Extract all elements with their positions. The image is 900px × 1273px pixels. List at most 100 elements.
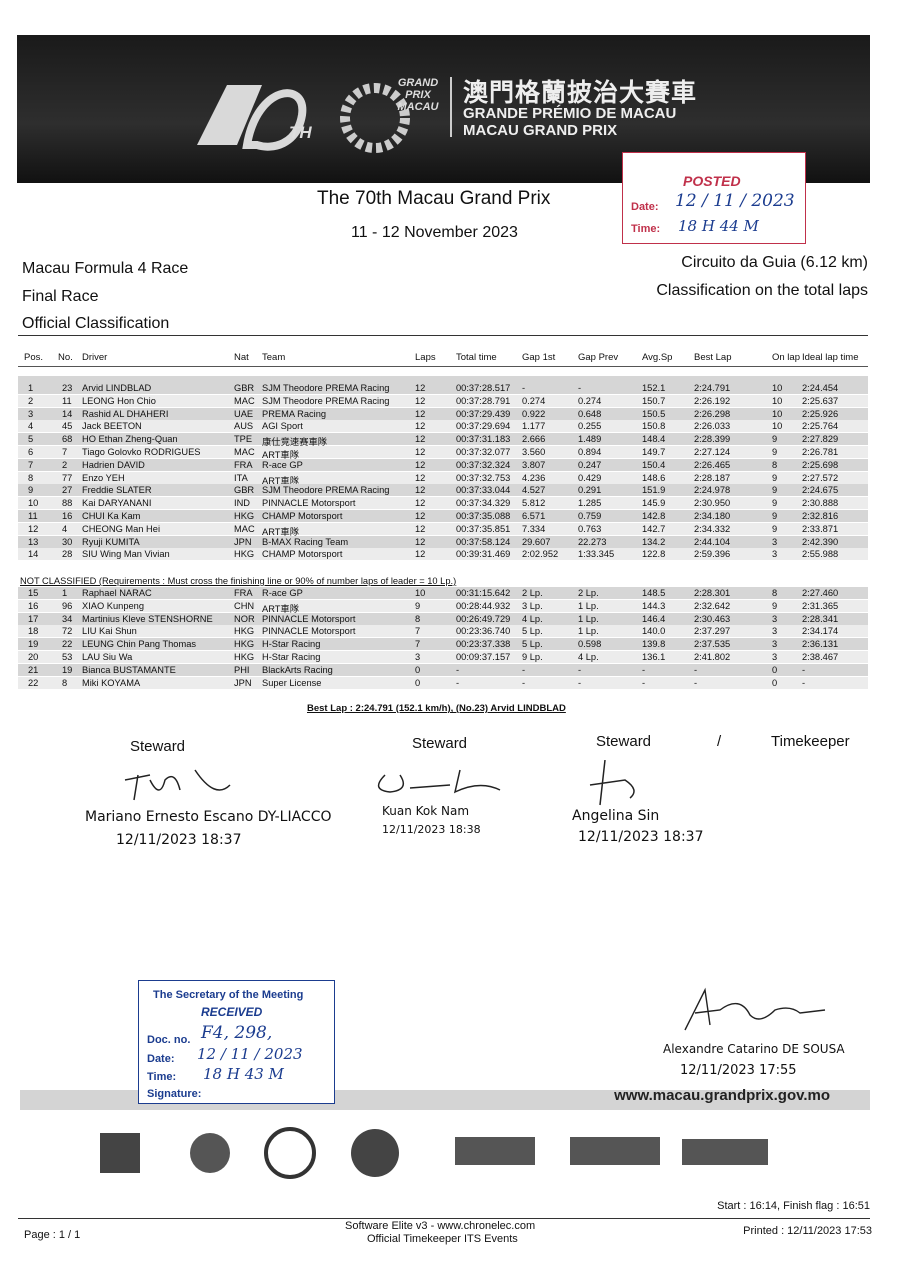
table-cell: PHI [234, 664, 250, 675]
table-cell: 00:37:28.791 [456, 395, 511, 406]
table-cell: R-ace GP [262, 459, 303, 470]
stamp-time: 18 H 43 M [203, 1065, 284, 1083]
table-cell: Bianca BUSTAMANTE [82, 664, 176, 675]
role: Steward [596, 733, 652, 750]
table-cell: 10 [415, 588, 426, 598]
table-cell: 12 [415, 523, 426, 534]
table-cell: 9 Lp. [522, 652, 543, 662]
table-cell: 12 [415, 485, 426, 496]
table-cell: HKG [234, 549, 255, 560]
table-cell: 4 [28, 421, 34, 432]
table-cell: 77 [62, 472, 73, 483]
row-band [18, 394, 868, 407]
table-cell: Martinius Kleve STENSHORNE [82, 613, 213, 624]
column-header: Total time [456, 352, 497, 363]
stamp-label: POSTED [683, 173, 741, 189]
column-header: Avg.Sp [642, 352, 673, 363]
table-cell: 1.177 [522, 421, 546, 432]
table-cell: AUS [234, 421, 254, 432]
table-cell: 28 [62, 549, 73, 560]
table-cell: 0.291 [578, 485, 602, 496]
column-header: Driver [82, 352, 108, 363]
table-cell: HKG [234, 511, 255, 521]
table-cell: 00:37:29.439 [456, 408, 511, 419]
table-cell: 14 [28, 549, 39, 560]
title-pt: GRANDE PRÉMIO DE MACAU [463, 105, 677, 122]
table-cell: ITA [234, 472, 248, 483]
page-number: Page : 1 / 1 [24, 1229, 81, 1241]
official-name: Kuan Kok Nam [382, 804, 470, 818]
table-cell: 4.236 [522, 472, 546, 483]
table-cell: 0.255 [578, 421, 602, 432]
table-cell: Hadrien DAVID [82, 459, 145, 470]
table-cell: 12 [415, 536, 426, 547]
row-band [18, 407, 868, 420]
table-cell: 2 [28, 395, 34, 406]
table-cell: 0 [772, 664, 778, 675]
table-cell: 18 [28, 626, 39, 637]
official-time: 12/11/2023 18:37 [578, 829, 704, 845]
table-cell: 19 [62, 664, 73, 675]
table-cell: B-MAX Racing Team [262, 536, 349, 547]
printed: Printed : 12/11/2023 17:53 [743, 1225, 872, 1237]
table-cell: 6.571 [522, 511, 546, 521]
table-cell: ART車隊 [262, 475, 300, 486]
table-cell: Freddie SLATER [82, 485, 152, 496]
table-cell: 2:26.298 [694, 408, 731, 419]
table-cell: BlackArts Racing [262, 664, 333, 675]
stamp-doc-label: Doc. no. [147, 1034, 191, 1046]
table-cell: 2:37.297 [694, 626, 731, 637]
table-cell: 00:37:58.124 [456, 536, 511, 547]
table-cell: 00:23:37.338 [456, 639, 511, 650]
table-cell: H-Star Racing [262, 639, 321, 650]
table-cell: 8 [772, 588, 778, 598]
table-cell: 0 [415, 664, 421, 675]
table-cell: 3 [772, 639, 778, 650]
stamp-time: 18 H 44 M [678, 217, 759, 235]
event-title: The 70th Macau Grand Prix [317, 188, 551, 209]
table-cell: 0 [415, 677, 421, 688]
table-cell: 12 [415, 383, 426, 393]
column-header: No. [58, 352, 73, 363]
table-cell: 14 [62, 408, 73, 419]
table-cell: 9 [772, 511, 778, 521]
table-cell: 20 [28, 652, 39, 662]
table-cell: 2:28.187 [694, 472, 731, 483]
table-cell: 2:30.463 [694, 613, 731, 624]
table-cell: 3 [772, 626, 778, 637]
race-name: Macau Formula 4 Race [22, 260, 189, 277]
table-cell: 2 Lp. [522, 588, 543, 598]
table-cell: MAC [234, 395, 255, 406]
row-band [18, 497, 868, 510]
table-cell: 2 [62, 459, 68, 470]
rule [18, 1218, 870, 1219]
table-cell: FRA [234, 459, 253, 470]
table-cell: 1 Lp. [578, 626, 599, 637]
table-cell: 2:26.465 [694, 459, 731, 470]
table-cell: 4 [62, 523, 68, 534]
row-band [18, 651, 868, 663]
table-cell: 3 [772, 613, 778, 624]
classification-basis: Classification on the total laps [656, 282, 868, 299]
table-cell: - [578, 383, 582, 393]
table-cell: 2:27.829 [802, 434, 839, 445]
table-cell: - [456, 664, 460, 675]
table-cell: SJM Theodore PREMA Racing [262, 395, 390, 406]
row-band [18, 599, 868, 612]
table-cell: IND [234, 498, 251, 509]
table-cell: 00:39:31.469 [456, 549, 511, 560]
table-cell: 2:32.816 [802, 511, 839, 521]
table-cell: 3 Lp. [522, 600, 543, 611]
table-cell: 29.607 [522, 536, 551, 547]
table-cell: 12 [415, 498, 426, 509]
table-cell: 11 [62, 395, 72, 406]
table-cell: 9 [772, 523, 778, 534]
table-cell: 9 [772, 485, 778, 496]
table-cell: LAU Siu Wa [82, 652, 133, 662]
table-cell: 5 Lp. [522, 639, 543, 650]
table-cell: 4.527 [522, 485, 546, 496]
table-cell: 12 [415, 408, 426, 419]
table-cell: 151.9 [642, 485, 666, 496]
table-cell: 144.3 [642, 600, 666, 611]
table-cell: 2:36.131 [802, 639, 839, 650]
